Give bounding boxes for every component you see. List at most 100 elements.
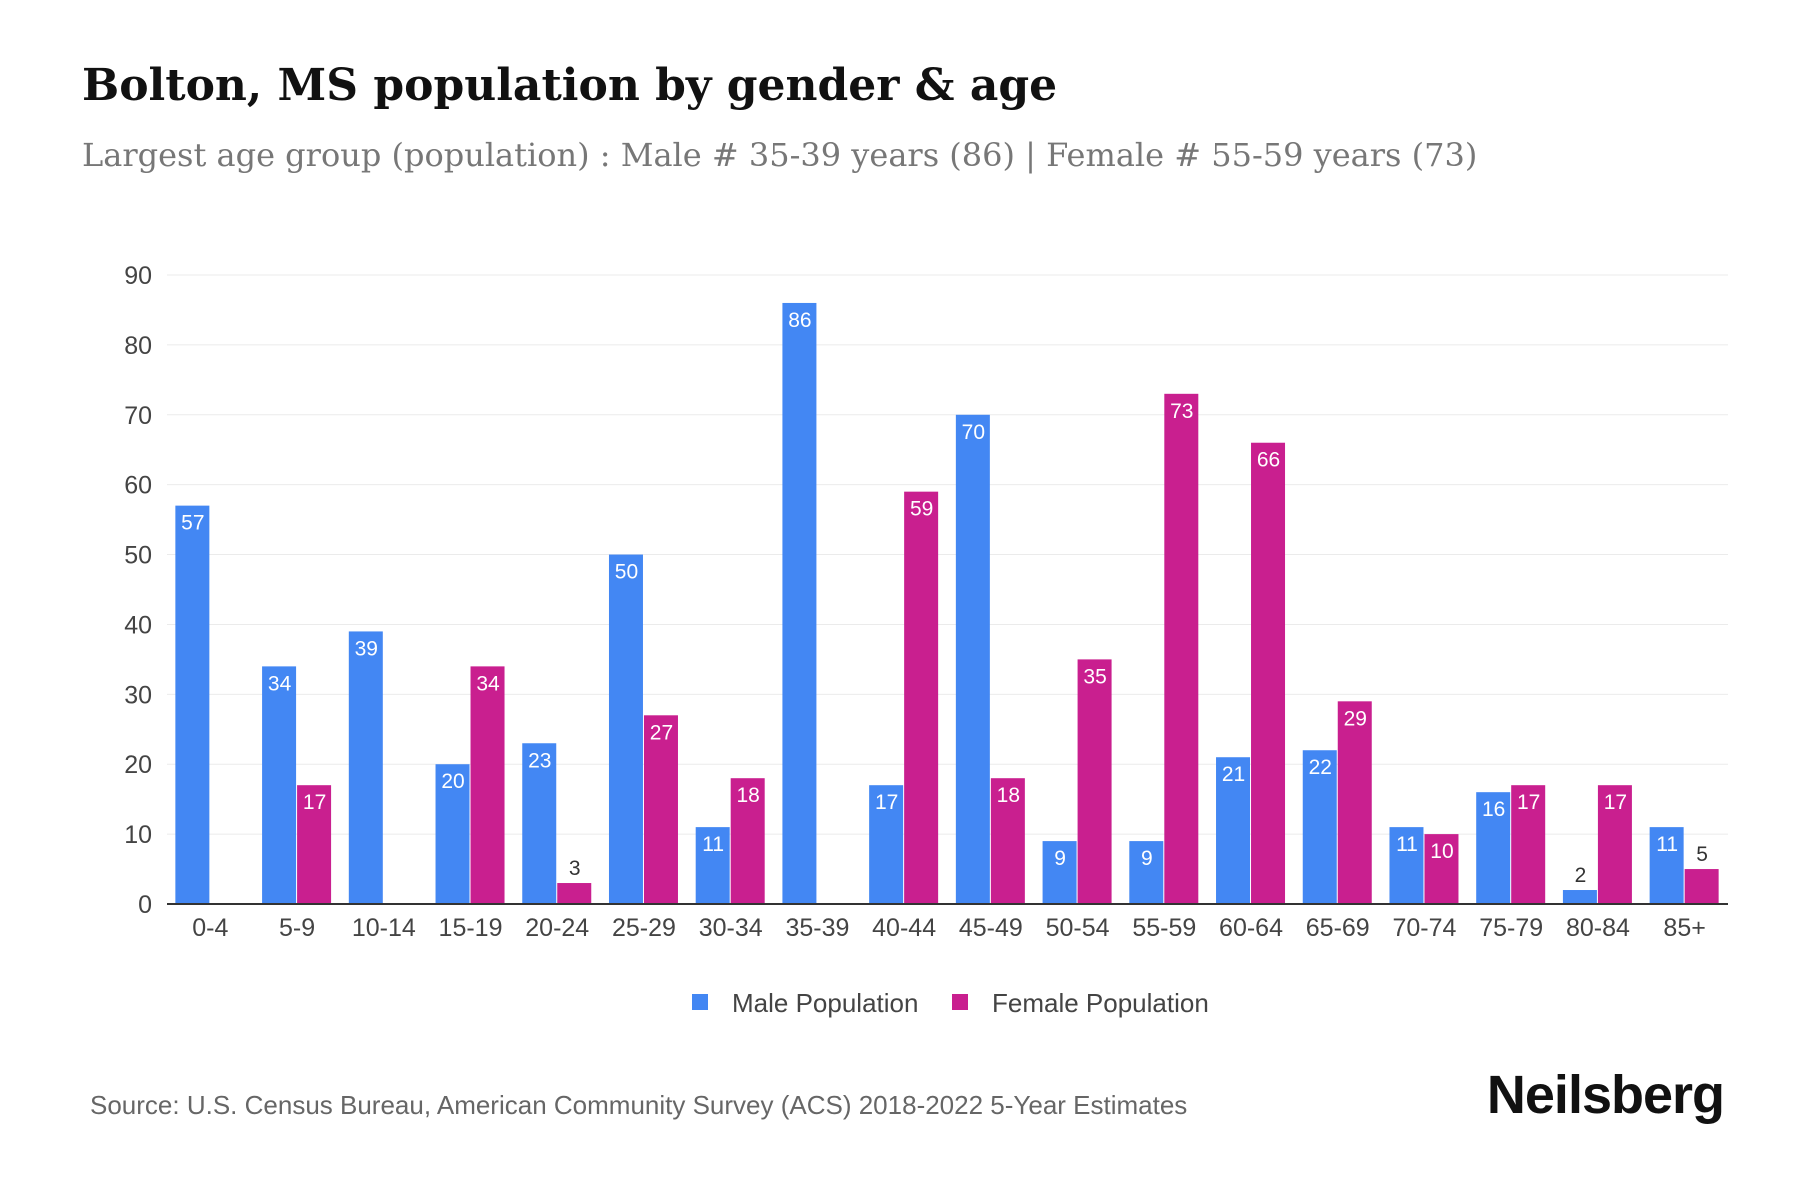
source-note: Source: U.S. Census Bureau, American Com… [90, 1090, 1188, 1120]
male-bar [175, 505, 210, 904]
x-tick-label: 60-64 [1219, 914, 1283, 942]
data-label: 20 [441, 770, 464, 793]
male-bar [1389, 827, 1424, 904]
data-label: 50 [615, 561, 638, 584]
x-tick-label: 50-54 [1046, 914, 1110, 942]
data-label: 66 [1257, 449, 1280, 472]
x-tick-label: 75-79 [1479, 914, 1543, 942]
x-tick-label: 45-49 [959, 914, 1023, 942]
x-tick-label: 20-24 [525, 914, 589, 942]
male-bar [608, 554, 643, 904]
female-bar [1511, 785, 1546, 904]
female-bar [470, 666, 505, 904]
legend-label: Female Population [992, 988, 1209, 1018]
data-label: 39 [355, 637, 378, 660]
female-bar [1424, 834, 1459, 904]
legend-label: Male Population [732, 988, 918, 1018]
female-bar [557, 883, 592, 904]
data-label: 59 [910, 498, 933, 521]
data-label: 34 [476, 672, 500, 695]
y-tick-label: 90 [124, 262, 152, 290]
data-label: 35 [1083, 665, 1106, 688]
x-tick-label: 40-44 [872, 914, 936, 942]
y-tick-label: 80 [124, 332, 152, 360]
data-label: 17 [303, 791, 326, 814]
data-label: 11 [1396, 833, 1418, 856]
x-tick-label: 35-39 [785, 914, 849, 942]
y-tick-label: 70 [124, 402, 152, 430]
male-bar [522, 743, 557, 904]
female-bar [990, 778, 1025, 904]
female-bar [1164, 393, 1199, 904]
x-tick-label: 15-19 [439, 914, 503, 942]
x-tick-label: 85+ [1663, 914, 1705, 942]
female-bar [297, 785, 332, 904]
x-tick-label: 70-74 [1392, 914, 1456, 942]
female-bar [904, 491, 939, 904]
male-bar [1562, 890, 1597, 904]
data-label: 23 [528, 749, 551, 772]
female-bar [1597, 785, 1632, 904]
x-tick-label: 80-84 [1566, 914, 1630, 942]
data-label: 22 [1309, 756, 1332, 779]
data-label: 17 [875, 791, 898, 814]
data-label: 29 [1344, 707, 1367, 730]
x-tick-label: 65-69 [1306, 914, 1370, 942]
x-tick-label: 55-59 [1132, 914, 1196, 942]
male-bar [348, 631, 383, 904]
neilsberg-logo: Neilsberg [1486, 1065, 1725, 1125]
x-tick-label: 5-9 [279, 914, 315, 942]
female-bar [1684, 869, 1719, 904]
male-bar [782, 302, 817, 904]
y-tick-label: 0 [138, 891, 152, 919]
data-label: 11 [702, 833, 724, 856]
y-tick-label: 30 [124, 681, 152, 709]
data-label: 70 [962, 421, 985, 444]
data-label: 16 [1482, 798, 1505, 821]
data-label: 57 [181, 512, 204, 535]
x-tick-label: 30-34 [699, 914, 763, 942]
x-tick-label: 25-29 [612, 914, 676, 942]
data-label: 3 [569, 857, 581, 880]
female-bar [643, 715, 678, 904]
data-label: 18 [997, 784, 1020, 807]
data-label: 5 [1696, 843, 1708, 866]
chart-title: Bolton, MS population by gender & age [82, 60, 1058, 111]
data-label: 73 [1170, 400, 1193, 423]
male-bar [695, 827, 730, 904]
data-label: 2 [1575, 864, 1587, 887]
data-label: 9 [1141, 847, 1153, 870]
male-bar [1649, 827, 1684, 904]
data-label: 21 [1222, 763, 1245, 786]
data-label: 27 [650, 721, 673, 744]
chart-subtitle: Largest age group (population) : Male # … [82, 136, 1478, 174]
data-label: 11 [1656, 833, 1678, 856]
y-tick-label: 40 [124, 611, 152, 639]
data-label: 10 [1430, 840, 1453, 863]
data-label: 86 [788, 309, 811, 332]
male-bar [1129, 841, 1164, 904]
male-bar [1476, 792, 1511, 904]
legend-female-swatch [952, 994, 968, 1010]
male-bar [1302, 750, 1337, 904]
female-bar [730, 778, 765, 904]
data-label: 34 [268, 672, 292, 695]
x-tick-label: 0-4 [192, 914, 228, 942]
female-bar [1337, 701, 1372, 904]
data-label: 9 [1054, 847, 1066, 870]
y-tick-label: 60 [124, 472, 152, 500]
female-bar [1077, 659, 1112, 904]
y-tick-label: 50 [124, 542, 152, 570]
y-tick-label: 10 [124, 821, 152, 849]
y-tick-label: 20 [124, 751, 152, 779]
data-label: 17 [1517, 791, 1540, 814]
data-label: 18 [737, 784, 760, 807]
female-bar [1251, 442, 1286, 904]
male-bar [955, 414, 990, 904]
male-bar [869, 785, 904, 904]
data-label: 17 [1604, 791, 1627, 814]
x-tick-label: 10-14 [352, 914, 416, 942]
legend-male-swatch [692, 994, 708, 1010]
male-bar [262, 666, 297, 904]
